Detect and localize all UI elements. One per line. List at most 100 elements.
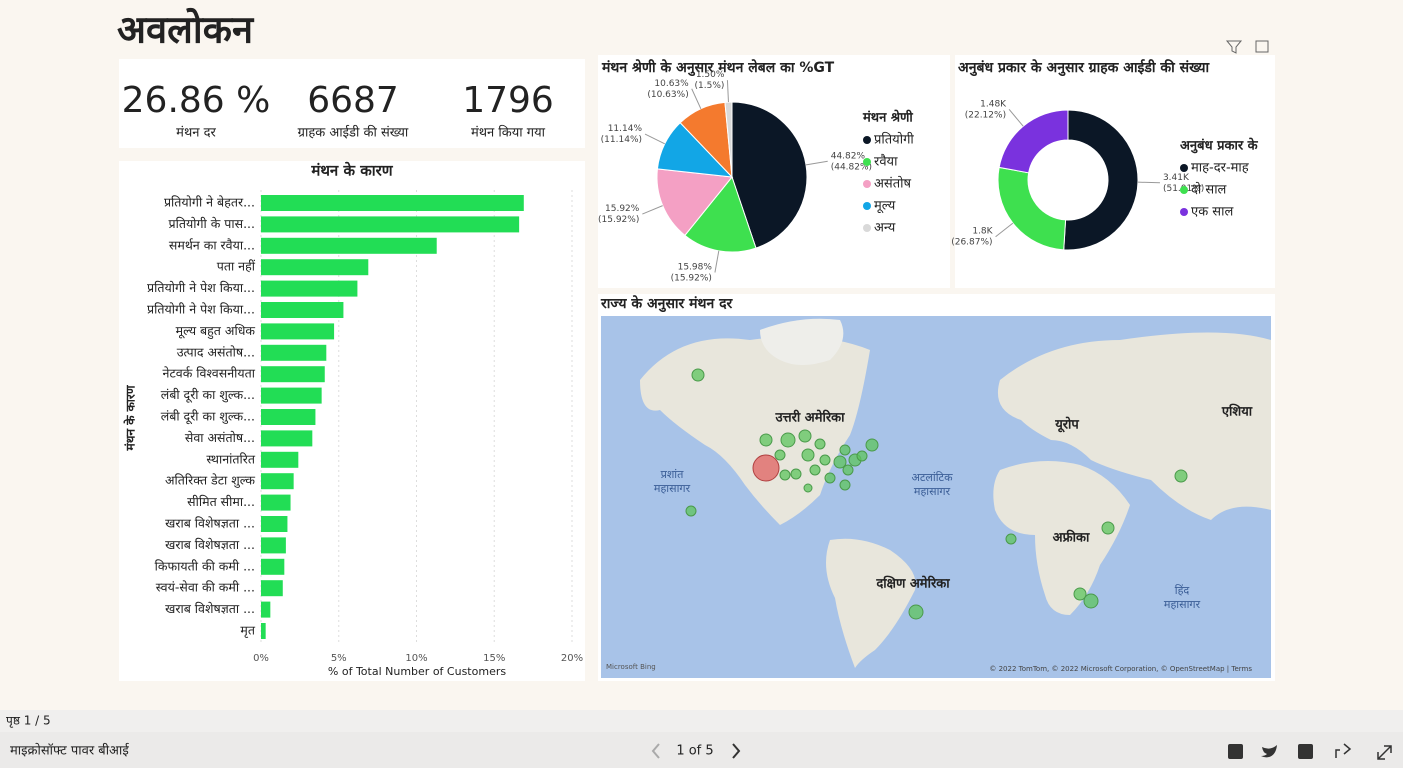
bar xyxy=(261,473,294,490)
bar xyxy=(261,216,520,233)
bubble xyxy=(1005,533,1017,545)
y-axis-title: मंथन के कारण xyxy=(124,384,138,451)
y-tick-label: स्वयं-सेवा की कमी ... xyxy=(156,580,255,595)
share-icon[interactable] xyxy=(1335,743,1352,758)
data-label: 15.98% (15.92%) xyxy=(671,262,713,283)
x-tick-label: 15% xyxy=(483,653,505,664)
bubble xyxy=(856,450,868,462)
y-tick-label: प्रतियोगी ने पेश किया... xyxy=(147,302,255,317)
x-tick-label: 20% xyxy=(561,653,583,664)
leader-line xyxy=(1137,181,1160,184)
y-tick-label: लंबी दूरी का शुल्क... xyxy=(161,409,255,425)
leader-line xyxy=(691,88,702,109)
legend-swatch xyxy=(863,158,871,166)
linkedin-icon[interactable] xyxy=(1298,744,1313,759)
leader-line xyxy=(805,160,828,166)
bar xyxy=(261,387,322,404)
fullscreen-icon[interactable] xyxy=(1377,745,1392,760)
y-tick-label: लंबी दूरी का शुल्क... xyxy=(161,387,255,403)
y-tick-label: स्थानांतरित xyxy=(206,451,255,466)
page-bar xyxy=(0,710,1403,732)
pager: 1 of 5 xyxy=(676,744,713,759)
bubble xyxy=(780,432,796,448)
kpi-label: ग्राहक आईडी की संख्या xyxy=(298,125,409,141)
bubble xyxy=(824,472,836,484)
kpi-label: मंथन दर xyxy=(176,126,216,141)
bubble xyxy=(691,368,705,382)
bubble xyxy=(814,438,826,450)
legend-title: अनुबंध प्रकार के xyxy=(1180,138,1259,154)
y-tick-label: समर्थन का रवैया... xyxy=(169,237,255,252)
bubble xyxy=(801,448,815,462)
page-indicator: पृष्ठ 1 / 5 xyxy=(6,714,51,729)
bar xyxy=(261,323,335,340)
bar xyxy=(261,259,369,276)
kpi-value: 6687 xyxy=(307,80,399,121)
bar xyxy=(261,580,283,597)
bar xyxy=(261,366,325,383)
map-attribution: © 2022 TomTom, © 2022 Microsoft Corporat… xyxy=(989,665,1252,673)
legend-label: रवैया xyxy=(874,154,898,170)
prev-page[interactable] xyxy=(651,743,660,759)
visual-icons[interactable] xyxy=(1225,40,1269,54)
y-tick-label: प्रतियोगी ने पेश किया... xyxy=(147,280,255,295)
map-bubbles xyxy=(685,368,1188,620)
legend-swatch xyxy=(863,180,871,188)
data-label: 15.92% (15.92%) xyxy=(598,204,640,225)
bubble xyxy=(819,454,831,466)
data-label: 1.8K (26.87%) xyxy=(951,226,993,247)
leader-line xyxy=(995,222,1014,238)
y-tick-label: मूल्य बहुत अधिक xyxy=(176,323,256,339)
slice xyxy=(998,109,1069,174)
map-label: यूरोप xyxy=(1054,417,1079,433)
data-label: 1.50% (1.5%) xyxy=(695,70,725,91)
app-name: माइक्रोसॉफ्ट पावर बीआई xyxy=(10,743,130,759)
bubble xyxy=(809,464,821,476)
legend-swatch xyxy=(863,136,871,144)
map-label: प्रशांत महासागर xyxy=(654,468,691,495)
map xyxy=(601,316,1271,678)
bubble xyxy=(759,433,773,447)
twitter-icon[interactable] xyxy=(1261,745,1277,758)
x-axis-title: % of Total Number of Customers xyxy=(328,665,506,678)
bubble xyxy=(779,469,791,481)
bar xyxy=(261,537,286,554)
data-label: 44.82% (44.82%) xyxy=(831,151,872,172)
map-label: दक्षिण अमेरिका xyxy=(875,576,950,592)
land xyxy=(826,538,916,668)
bar xyxy=(261,451,299,468)
y-tick-label: उत्पाद असंतोष... xyxy=(177,344,255,359)
map-label: अटलांटिक महासागर xyxy=(911,471,953,498)
legend-label: अन्य xyxy=(874,221,896,236)
legend-swatch xyxy=(863,202,871,210)
bubble xyxy=(798,429,812,443)
y-tick-label: मृत xyxy=(240,623,255,639)
bubble xyxy=(839,479,851,491)
next-page[interactable] xyxy=(732,743,741,759)
focus-icon[interactable] xyxy=(1255,40,1269,53)
filter-icon[interactable] xyxy=(1225,40,1243,54)
bar xyxy=(261,494,291,511)
y-tick-label: किफायती की कमी ... xyxy=(155,558,255,573)
bubble xyxy=(865,438,879,452)
bar xyxy=(261,237,437,254)
slice xyxy=(724,101,733,178)
y-tick-label: खराब विशेषज्ञता ... xyxy=(165,516,255,531)
legend-swatch xyxy=(863,224,871,232)
slice xyxy=(656,168,733,237)
share-icons xyxy=(1228,743,1392,760)
bubble xyxy=(774,449,786,461)
bubble xyxy=(842,464,854,476)
legend-label: मूल्य xyxy=(874,199,896,214)
leader-line xyxy=(644,133,665,145)
bar xyxy=(261,409,316,425)
facebook-icon[interactable] xyxy=(1228,744,1243,759)
map-label: हिंद महासागर xyxy=(1164,584,1201,611)
chart-title: राज्य के अनुसार मंथन दर xyxy=(600,295,734,313)
legend-label: प्रतियोगी xyxy=(874,132,914,148)
map-label: एशिया xyxy=(1221,404,1253,420)
land xyxy=(997,332,1271,520)
bubble xyxy=(1174,469,1188,483)
leader-line xyxy=(714,250,720,273)
